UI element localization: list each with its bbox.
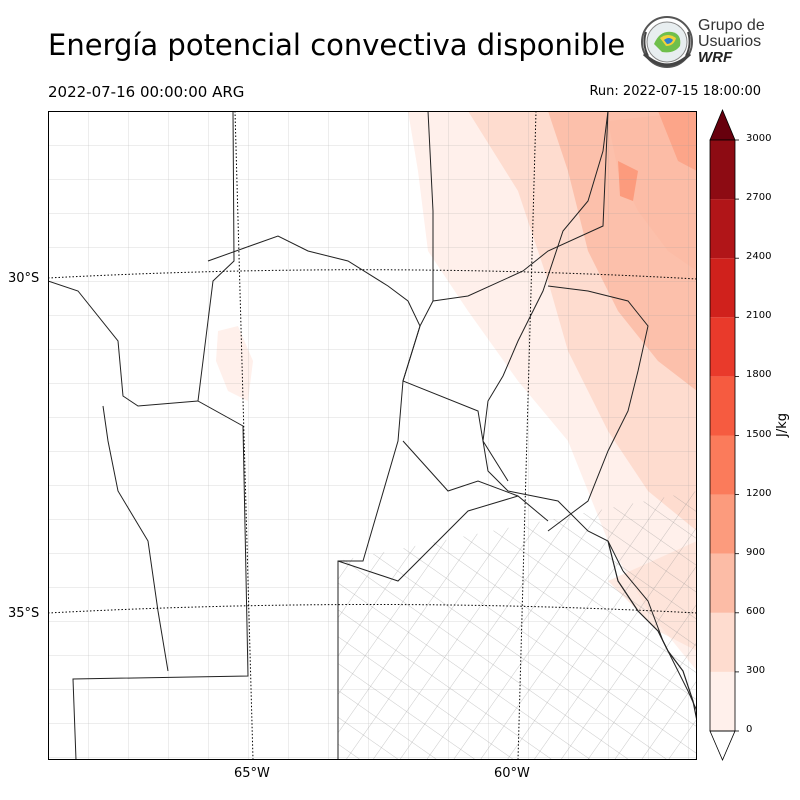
province-boundaries xyxy=(48,111,697,760)
colorbar-bin xyxy=(710,671,735,731)
colorbar-tick-label: 2100 xyxy=(746,310,772,322)
lat-label-30s: 30°S xyxy=(8,271,40,286)
logo-line-3: WRF xyxy=(698,49,733,66)
graticule xyxy=(48,111,697,760)
colorbar-unit: J/kg xyxy=(775,413,790,437)
colorbar-extend-min xyxy=(709,730,736,762)
colorbar-bin xyxy=(710,376,735,436)
colorbar-tick-label: 3000 xyxy=(746,133,772,144)
colorbar-tick-label: 2400 xyxy=(746,251,772,263)
colorbar-tick-label: 300 xyxy=(746,664,766,676)
colorbar-tick-label: 0 xyxy=(746,724,753,735)
map-title: Energía potencial convectiva disponible xyxy=(48,28,626,62)
colorbar xyxy=(709,108,739,762)
colorbar-tick-label: 600 xyxy=(746,605,766,617)
valid-time: 2022-07-16 00:00:00 ARG xyxy=(48,83,245,101)
colorbar-extend-max xyxy=(709,108,736,141)
logo-line-1: Grupo de xyxy=(698,17,765,34)
colorbar-tick-label: 1500 xyxy=(746,428,772,440)
logo-line-2: Usuarios xyxy=(698,33,762,50)
colorbar-bin xyxy=(710,494,735,554)
colorbar-tick-label: 1800 xyxy=(746,369,772,381)
colorbar-bin xyxy=(710,199,735,259)
colorbar-bin xyxy=(710,435,735,495)
colorbar-bin xyxy=(710,140,735,200)
colorbar-tick-label: 2700 xyxy=(746,192,772,204)
logo-text: Grupo de Usuarios WRF xyxy=(698,18,765,66)
lon-label-65w: 65°W xyxy=(234,766,270,781)
colorbar-bin xyxy=(710,553,735,613)
lat-label-35s: 35°S xyxy=(8,606,40,621)
cape-map xyxy=(48,111,697,760)
colorbar-bin xyxy=(710,612,735,672)
colorbar-tick-label: 900 xyxy=(746,546,766,558)
colorbar-bin xyxy=(710,258,735,318)
wrf-users-logo: Grupo de Usuarios WRF xyxy=(638,14,788,74)
run-time: Run: 2022-07-15 18:00:00 xyxy=(589,84,761,99)
lon-label-60w: 60°W xyxy=(494,766,530,781)
colorbar-bin xyxy=(710,317,735,377)
logo-emblem-icon xyxy=(641,16,693,68)
colorbar-tick-label: 1200 xyxy=(746,487,772,499)
